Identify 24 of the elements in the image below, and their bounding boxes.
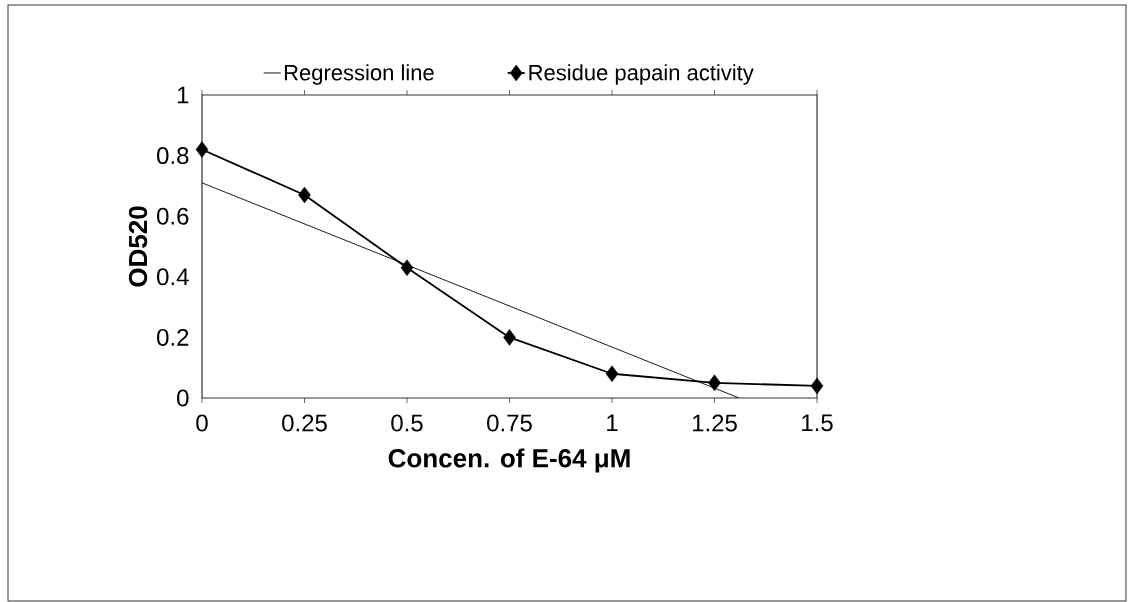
x-tick-label: 0.25 <box>282 414 327 432</box>
y-tick-label: 0.4 <box>157 268 189 286</box>
x-axis-title: Concen. of E-64 μM <box>388 448 630 473</box>
legend-label: Regression line <box>284 64 434 85</box>
y-tick-label: 0 <box>177 389 189 407</box>
point <box>708 374 721 392</box>
point <box>810 377 824 395</box>
point <box>605 365 619 383</box>
y-tick-label: 1 <box>177 86 189 104</box>
point <box>503 329 516 346</box>
x-tick-label: 0 <box>196 414 208 432</box>
y-axis-title: OD520 <box>128 206 148 287</box>
point <box>195 141 209 158</box>
point <box>298 186 311 204</box>
x-tick-label: 0.75 <box>487 414 532 432</box>
x-tick-label: 1.5 <box>802 414 833 432</box>
x-tick-label: 0.5 <box>391 414 423 432</box>
point <box>400 259 414 276</box>
x-tick-label: 1.25 <box>692 414 737 432</box>
legend-label: Residue papain activity <box>529 64 754 85</box>
y-tick-label: 0.2 <box>157 328 189 346</box>
x-tick-label: 1 <box>607 414 618 432</box>
y-tick-label: 0.8 <box>157 147 189 165</box>
y-tick-label: 0.6 <box>157 207 189 225</box>
